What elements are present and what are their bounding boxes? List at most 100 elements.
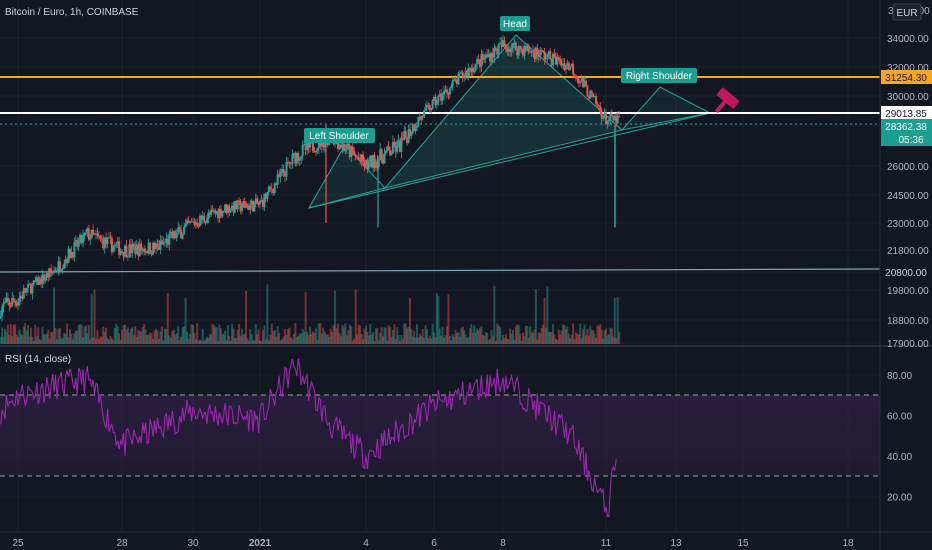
candle-body xyxy=(48,268,51,278)
candle-body xyxy=(96,233,99,236)
candle-body xyxy=(282,169,285,174)
volume-bar xyxy=(562,324,565,344)
volume-bar xyxy=(108,339,110,344)
candle-body xyxy=(160,240,163,245)
volume-bar xyxy=(332,324,335,344)
candle-body xyxy=(115,244,118,246)
volume-bar xyxy=(115,323,118,344)
candle-body xyxy=(198,215,201,226)
volume-bar xyxy=(362,339,365,344)
candle-body xyxy=(297,152,300,161)
volume-bar xyxy=(168,335,171,344)
volume-bar xyxy=(34,324,37,344)
rsi-pane xyxy=(0,358,880,518)
volume-bar xyxy=(560,330,563,344)
candle-body xyxy=(599,106,602,112)
volume-bars xyxy=(0,284,621,344)
candle-body xyxy=(416,125,418,128)
volume-bar xyxy=(95,338,97,344)
candle-body xyxy=(552,53,555,66)
head-and-shoulders-pattern xyxy=(307,34,712,209)
volume-bar xyxy=(597,326,600,344)
volume-bar xyxy=(320,333,323,344)
volume-bar xyxy=(197,340,200,344)
volume-bar xyxy=(466,338,469,344)
volume-bar xyxy=(470,324,473,344)
volume-bar xyxy=(397,335,400,344)
candle-body xyxy=(483,58,486,60)
candle-body xyxy=(69,248,71,259)
volume-bar xyxy=(155,328,158,344)
candle-body xyxy=(189,221,192,223)
candle-body xyxy=(539,49,542,57)
volume-bar xyxy=(232,328,235,344)
volume-bar xyxy=(129,328,132,344)
volume-bar xyxy=(309,326,312,344)
candle-body xyxy=(193,221,196,225)
candle-body xyxy=(138,243,141,256)
volume-bar xyxy=(186,331,189,344)
volume-bar xyxy=(403,323,406,344)
candle-body xyxy=(428,105,431,111)
volume-bar xyxy=(236,329,239,344)
volume-bar xyxy=(245,290,248,344)
time-axis[interactable]: 25 28 30 2021 4 6 8 11 13 15 18 xyxy=(12,538,854,549)
candle-body xyxy=(424,107,427,111)
symbol-title[interactable]: Bitcoin / Euro, 1h, COINBASE xyxy=(5,7,139,18)
volume-bar xyxy=(474,332,477,344)
candle-body xyxy=(103,237,106,249)
candle-body xyxy=(479,59,481,67)
candle-body xyxy=(247,205,250,210)
volume-bar xyxy=(479,328,481,344)
candle-body xyxy=(359,159,362,161)
candle-body xyxy=(144,251,147,253)
volume-bar xyxy=(212,324,215,344)
volume-bar xyxy=(19,333,22,344)
currency-button[interactable]: EUR xyxy=(892,3,922,21)
candle-body xyxy=(451,80,454,87)
candle-body xyxy=(260,200,263,202)
candle-body xyxy=(159,240,162,250)
label-left-shoulder[interactable]: Left Shoulder xyxy=(304,128,375,143)
candle-body xyxy=(110,238,113,253)
volume-bar xyxy=(312,331,314,344)
candles xyxy=(0,34,621,322)
volume-bar xyxy=(60,339,63,344)
volume-bar xyxy=(306,331,309,344)
candle-body xyxy=(15,302,18,306)
candle-body xyxy=(427,105,430,107)
rsi-title[interactable]: RSI (14, close) xyxy=(5,354,71,365)
candle-body xyxy=(128,244,131,257)
candle-body xyxy=(134,246,137,255)
volume-bar xyxy=(304,292,307,344)
volume-bar xyxy=(109,336,112,344)
volume-bar xyxy=(326,334,329,344)
candle-body xyxy=(269,186,272,189)
candle-body xyxy=(8,300,11,306)
volume-bar xyxy=(224,330,227,344)
label-head[interactable]: Head xyxy=(500,16,530,31)
candle-body xyxy=(306,141,309,151)
rsi-axis[interactable]: 20.00 40.00 60.00 80.00 xyxy=(887,371,912,504)
volume-bar xyxy=(44,334,47,344)
candle-body xyxy=(79,234,82,242)
volume-bar xyxy=(417,337,420,344)
candle-body xyxy=(557,57,560,59)
volume-bar xyxy=(156,330,159,344)
volume-bar xyxy=(345,335,348,344)
candle-body xyxy=(522,49,525,56)
volume-bar xyxy=(289,337,292,344)
candle-body xyxy=(57,261,60,271)
candle-body xyxy=(106,238,109,244)
volume-bar xyxy=(367,335,370,344)
label-right-shoulder[interactable]: Right Shoulder xyxy=(621,68,697,83)
volume-bar xyxy=(93,289,96,344)
volume-bar xyxy=(596,325,599,344)
candle-body xyxy=(212,210,215,212)
volume-bar xyxy=(365,325,367,344)
candle-body xyxy=(242,201,245,208)
candle-body xyxy=(236,200,239,210)
volume-bar xyxy=(463,330,466,344)
candle-body xyxy=(360,154,363,161)
